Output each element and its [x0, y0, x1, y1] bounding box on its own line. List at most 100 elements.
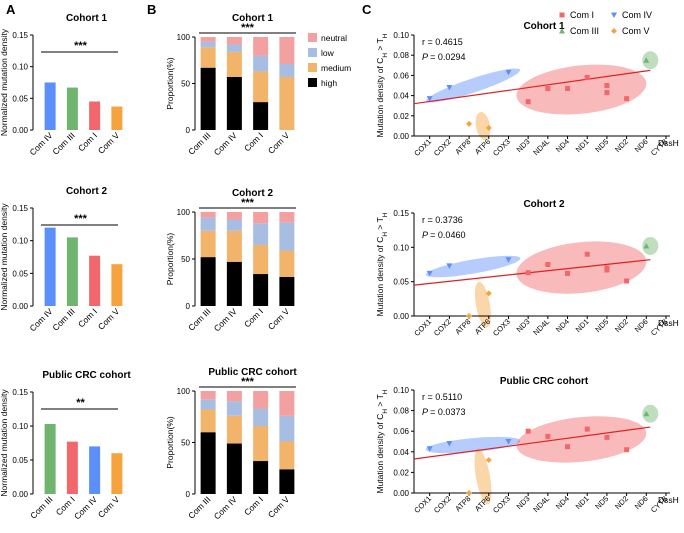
bar-segment-medium	[279, 250, 295, 277]
p-value: P = 0.0373	[422, 407, 465, 417]
y-tick-label: 0.10	[12, 237, 28, 246]
bar-segment-low	[279, 415, 295, 442]
subscript: H	[382, 232, 389, 237]
x-tick-label: Com V	[96, 306, 122, 332]
trend-line	[413, 426, 651, 460]
x-tick-label: ND4L	[531, 317, 551, 337]
significance-marker: ***	[74, 213, 88, 225]
x-tick-label: ND2	[613, 317, 630, 334]
chart-title: Cohort 2	[523, 199, 565, 210]
bar-segment-high	[200, 257, 216, 306]
legend-label: medium	[321, 63, 351, 73]
point-com-i	[559, 12, 565, 18]
point-com-i	[604, 434, 610, 440]
trend-line	[413, 69, 651, 105]
bar-segment-neutral	[200, 391, 216, 400]
y-axis-label: Normalized mutation density	[0, 203, 9, 311]
label-part: > T	[375, 217, 385, 232]
panel-label-a: A	[6, 2, 16, 17]
point-com-iii	[643, 410, 650, 417]
x-tick-label: ATP8	[453, 494, 472, 513]
point-com-i	[584, 426, 590, 432]
significance-marker: ***	[241, 376, 255, 388]
bar	[111, 264, 123, 306]
r-value: r = 0.5110	[422, 392, 462, 402]
y-tick-label: 0.04	[393, 92, 409, 101]
y-tick-label: 100	[177, 208, 191, 217]
point-com-v	[485, 290, 492, 297]
y-tick-label: 100	[177, 387, 191, 396]
y-tick-label: 0.00	[12, 302, 28, 311]
bar-segment-low	[226, 219, 242, 231]
x-tick-label: ND5	[593, 137, 610, 154]
y-tick-label: 0	[186, 126, 191, 135]
x-tick-label: ND1	[574, 317, 591, 334]
bar-segment-medium	[279, 441, 295, 470]
x-tick-label: ND3	[515, 137, 532, 154]
chart-title: Public CRC cohort	[500, 376, 589, 387]
y-tick-label: 0.08	[393, 407, 409, 416]
p-number: = 0.0373	[430, 407, 465, 417]
point-com-i	[565, 270, 571, 276]
x-axis-label: DssH	[658, 495, 679, 505]
x-tick-label: COX1	[412, 317, 433, 338]
ellipse-com-iv	[426, 68, 521, 103]
point-com-i	[604, 265, 610, 271]
bar-segment-medium	[200, 230, 216, 258]
legend-label: Com V	[622, 26, 650, 36]
y-tick-label: 0.05	[12, 456, 28, 465]
x-tick-label: ND6	[633, 494, 650, 511]
x-tick-label: ND3	[515, 317, 532, 334]
y-tick-label: 0	[186, 490, 191, 499]
x-tick-label: Com V	[96, 494, 122, 520]
bar	[66, 441, 78, 494]
x-tick-label: COX3	[491, 317, 512, 338]
point-com-v	[485, 457, 492, 464]
y-tick-label: 0.02	[393, 468, 409, 477]
y-axis-label: Normalized mutation density	[0, 389, 9, 497]
legend-label: Com III	[570, 26, 599, 36]
point-com-iv	[505, 439, 512, 445]
bar-segment-neutral	[253, 37, 269, 56]
bar-segment-low	[200, 41, 216, 48]
x-tick-label: COX2	[432, 137, 453, 158]
x-tick-label: ND4	[554, 494, 571, 511]
ellipse-com-iii	[642, 404, 659, 423]
bar-segment-high	[253, 274, 269, 306]
y-tick-label: 0.02	[393, 112, 409, 121]
x-tick-label: Com IV	[72, 494, 99, 521]
x-tick-label: ND4	[554, 317, 571, 334]
point-com-i	[545, 86, 551, 92]
point-com-i	[584, 74, 590, 80]
ellipse-com-v	[474, 448, 492, 505]
p-symbol: P	[422, 230, 430, 240]
point-com-iv	[426, 96, 433, 102]
x-tick-label: Com IV	[27, 306, 54, 333]
ellipse-com-i	[516, 416, 647, 463]
bar-segment-neutral	[226, 391, 242, 402]
bar-segment-medium	[279, 76, 295, 130]
bar-segment-low	[279, 222, 295, 251]
y-tick-label: 50	[181, 255, 190, 264]
y-axis-label: Mutation density of CH > TH	[375, 389, 389, 493]
y-tick-label: 0.06	[393, 71, 409, 80]
x-tick-label: ND2	[613, 494, 630, 511]
legend-swatch-high	[308, 78, 317, 87]
bar-segment-neutral	[279, 212, 295, 223]
bar-segment-neutral	[226, 37, 242, 45]
bar	[111, 453, 123, 494]
x-tick-label: ND1	[574, 494, 591, 511]
label-part: Mutation density of C	[375, 414, 385, 494]
y-tick-label: 0.05	[12, 269, 28, 278]
p-number: = 0.0294	[430, 52, 465, 62]
point-com-iv	[426, 270, 433, 277]
y-tick-label: 0.15	[12, 388, 28, 397]
x-tick-label: Com III	[50, 306, 76, 332]
y-tick-label: 0.10	[393, 386, 409, 395]
label-part: Mutation density of C	[375, 58, 385, 138]
x-tick-label: COX1	[412, 494, 433, 515]
legend-swatch-low	[308, 48, 317, 57]
point-com-iii	[559, 28, 565, 34]
point-com-v	[466, 490, 473, 496]
